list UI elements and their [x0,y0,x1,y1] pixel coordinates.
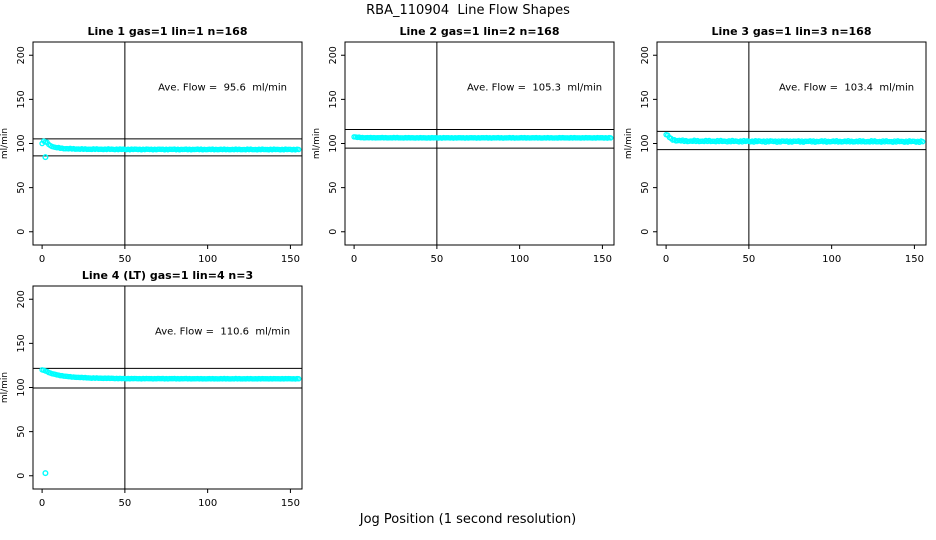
chart-svg: 0 50 100 150 0 50 100 150 200 Line 3 gas=1 lin=3 … [624,25,927,265]
y-tick-label: 0 [640,229,651,235]
y-tick-label: 0 [328,229,339,235]
plot-box [32,41,303,246]
ave-flow-annotation: Ave. Flow = 95.6 ml/min [158,83,287,94]
x-tick-label: 0 [39,254,45,265]
subplot-line-4: 0 50 100 150 0 50 100 150 200 Line 4 (LT) gas=1 l… [0,268,312,514]
y-tick-label: 0 [16,473,27,479]
y-tick-label: 200 [640,46,651,64]
subplot-line-3: 0 50 100 150 0 50 100 150 200 Line 3 gas=1 lin=3 … [624,24,936,270]
y-tick-label: 200 [16,46,27,64]
data-point [919,138,926,145]
x-tick-label: 150 [281,498,300,509]
ave-flow-annotation: Ave. Flow = 105.3 ml/min [467,83,602,94]
y-axis-label: ml/min [624,128,634,159]
y-axis-label: ml/min [0,128,10,159]
subplot-title: Line 1 gas=1 lin=1 n=168 [87,25,247,38]
x-tick-label: 0 [351,254,357,265]
x-tick-label: 50 [119,254,132,265]
y-tick-label: 150 [640,90,651,108]
subplot-title: Line 2 gas=1 lin=2 n=168 [399,25,559,38]
x-tick-label: 100 [822,254,841,265]
chart-svg: 0 50 100 150 0 50 100 150 200 Line 2 gas=1 lin=2 … [312,25,615,265]
y-tick-label: 50 [16,182,27,194]
subplot-title: Line 3 gas=1 lin=3 n=168 [711,25,871,38]
y-tick-label: 150 [328,90,339,108]
y-tick-label: 100 [16,378,27,396]
x-tick-label: 100 [198,254,217,265]
outlier-point [42,154,49,161]
y-tick-label: 50 [640,182,651,194]
x-tick-label: 50 [119,498,132,509]
plot-box [344,41,615,246]
y-axis-label: ml/min [0,372,10,403]
x-tick-label: 150 [281,254,300,265]
subplot-line-2: 0 50 100 150 0 50 100 150 200 Line 2 gas=1 lin=2 … [312,24,624,270]
page-title: RBA_110904 Line Flow Shapes [366,3,570,18]
x-tick-label: 0 [663,254,669,265]
y-tick-label: 200 [328,46,339,64]
x-axis-label: Jog Position (1 second resolution) [359,512,577,527]
y-tick-label: 100 [640,134,651,152]
y-tick-label: 150 [16,90,27,108]
x-tick-label: 150 [905,254,924,265]
y-tick-label: 200 [16,290,27,308]
x-tick-label: 100 [198,498,217,509]
x-tick-label: 50 [431,254,444,265]
x-tick-label: 50 [743,254,756,265]
x-tick-label: 150 [593,254,612,265]
subplot-line-1: 0 50 100 150 0 50 100 150 200 Line 1 gas=1 lin=1 … [0,24,312,270]
y-tick-label: 0 [16,229,27,235]
ave-flow-annotation: Ave. Flow = 110.6 ml/min [155,327,290,338]
ave-flow-annotation: Ave. Flow = 103.4 ml/min [779,83,914,94]
y-tick-label: 50 [16,426,27,438]
data-point [607,135,614,141]
y-axis-label: ml/min [312,128,322,159]
y-tick-label: 100 [328,134,339,152]
chart-svg: 0 50 100 150 0 50 100 150 200 Line 4 (LT) gas=1 l… [0,269,303,509]
y-tick-label: 100 [16,134,27,152]
data-point [295,146,302,153]
data-point [295,376,302,382]
chart-svg: 0 50 100 150 0 50 100 150 200 Line 1 gas=1 lin=1 … [0,25,303,265]
outlier-point [42,470,49,477]
x-tick-label: 100 [510,254,529,265]
subplot-title: Line 4 (LT) gas=1 lin=4 n=3 [82,269,253,282]
y-tick-label: 50 [328,182,339,194]
x-tick-label: 0 [39,498,45,509]
y-tick-label: 150 [16,334,27,352]
